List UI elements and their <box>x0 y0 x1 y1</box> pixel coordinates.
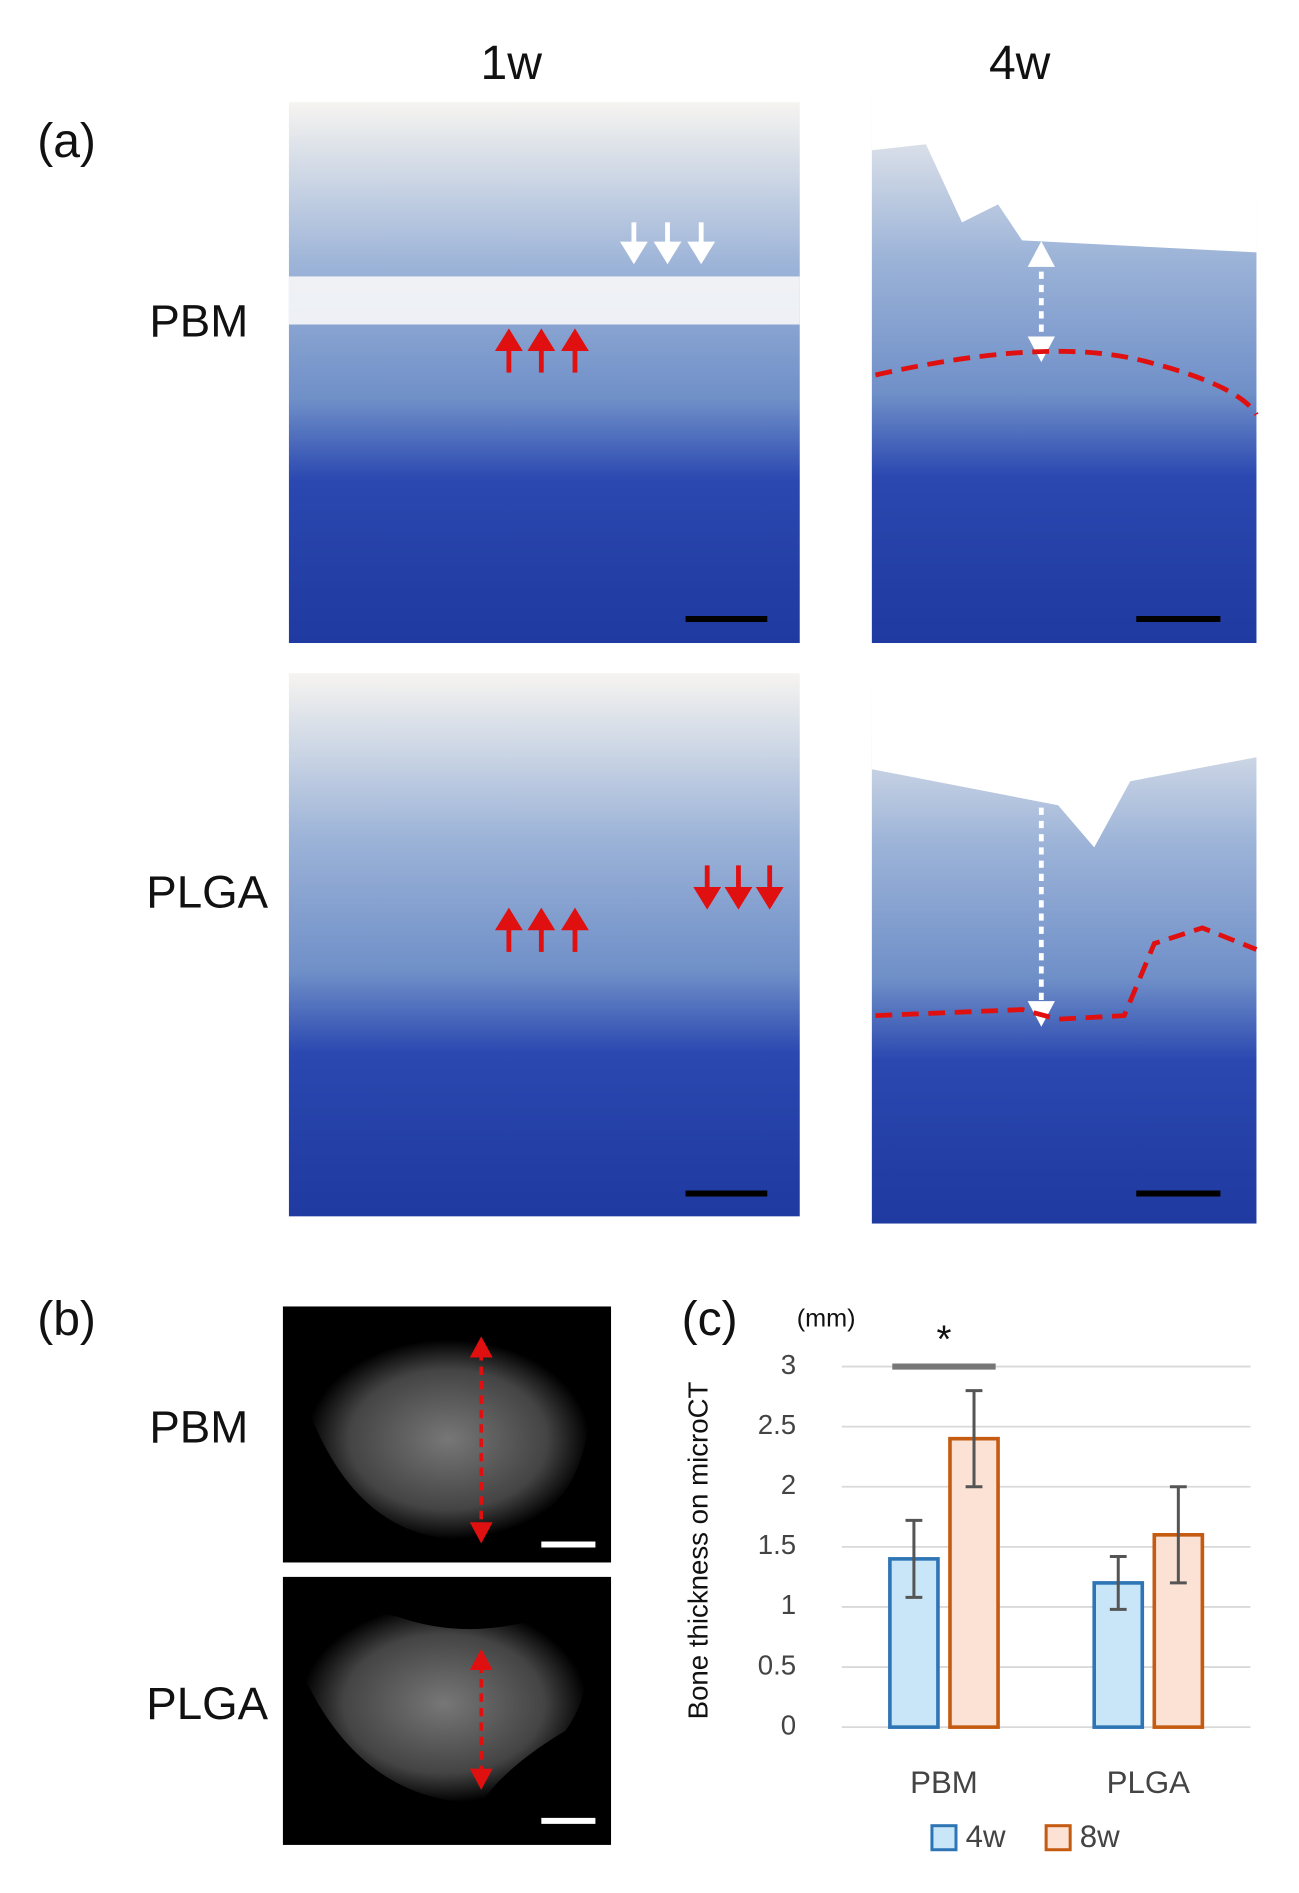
histology-images <box>288 90 1259 1224</box>
y-tick-label: 2 <box>781 1469 796 1500</box>
panel-label: (c) <box>682 1292 738 1346</box>
y-tick-label: 1 <box>781 1589 796 1620</box>
error-bar <box>905 1518 923 1599</box>
y-tick-label: 0 <box>781 1709 796 1740</box>
error-bar <box>1109 1554 1127 1611</box>
legend-swatch <box>1044 1824 1072 1852</box>
row-label: PLGA <box>146 866 268 917</box>
y-axis-title: Bone thickness on microCT <box>682 1381 713 1719</box>
y-tick-label: 1.5 <box>758 1529 796 1560</box>
x-tick-label: PLGA <box>1107 1765 1190 1800</box>
row-label: PBM <box>149 1401 248 1452</box>
y-tick-label: 2.5 <box>758 1409 796 1440</box>
panel-label: (b) <box>37 1292 96 1346</box>
y-tick-label: 0.5 <box>758 1649 796 1680</box>
significance-mark: * <box>936 1319 951 1362</box>
error-bar <box>965 1389 983 1489</box>
panel-label: (a) <box>37 114 96 168</box>
column-header: 4w <box>989 36 1051 90</box>
x-tick-label: PBM <box>910 1765 978 1800</box>
legend-swatch <box>930 1824 958 1852</box>
column-header: 1w <box>481 36 543 90</box>
y-tick-label: 3 <box>781 1349 796 1380</box>
unit-label: (mm) <box>797 1304 856 1332</box>
row-label: PLGA <box>146 1678 268 1729</box>
legend-label: 8w <box>1080 1819 1120 1854</box>
microct-images <box>282 1306 612 1845</box>
bar-chart: 0 0.5 1 1.5 2 2.5 3 PBM PLGA * 4w 8w <box>758 1319 1251 1854</box>
error-bar <box>1169 1485 1187 1585</box>
legend-label: 4w <box>966 1819 1006 1854</box>
row-label: PBM <box>149 296 248 347</box>
